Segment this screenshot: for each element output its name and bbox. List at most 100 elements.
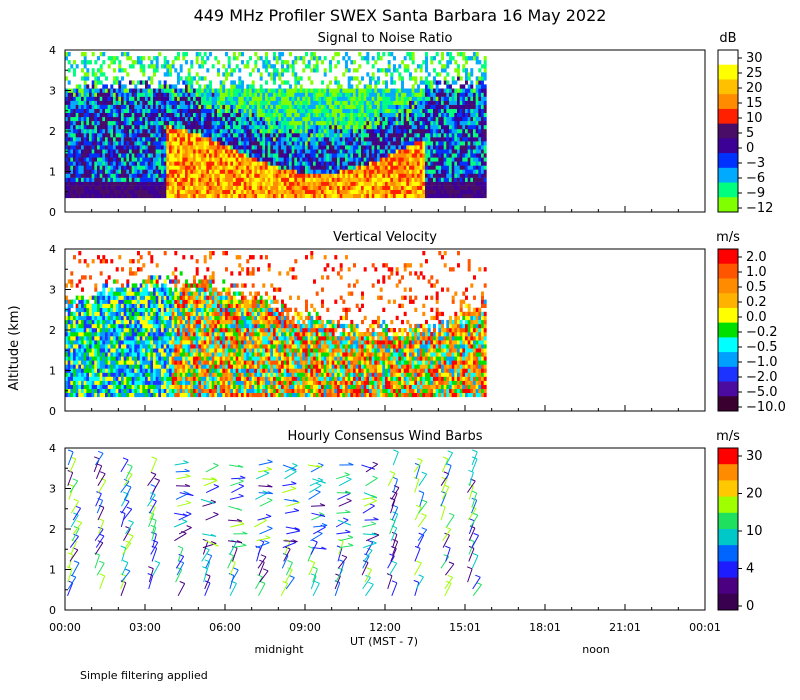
heatmap-cell <box>259 120 263 126</box>
heatmap-cell <box>281 112 284 118</box>
heatmap-cell <box>163 116 167 122</box>
heatmap-cell <box>155 173 159 178</box>
heatmap-cell <box>214 177 218 182</box>
heatmap-cell <box>419 76 423 81</box>
heatmap-cell <box>323 173 327 178</box>
heatmap-cell <box>347 92 351 97</box>
heatmap-cell <box>99 72 103 77</box>
heatmap-cell <box>185 120 188 126</box>
heatmap-cell <box>230 124 234 130</box>
heatmap-cell <box>345 157 348 162</box>
heatmap-cell <box>299 137 303 142</box>
heatmap-cell <box>283 189 287 194</box>
heatmap-cell <box>243 173 247 178</box>
heatmap-cell <box>115 189 119 194</box>
heatmap-cell <box>206 120 210 126</box>
heatmap-cell <box>342 193 346 199</box>
heatmap-cell <box>337 149 340 154</box>
heatmap-cell <box>454 193 458 199</box>
heatmap-cell <box>257 169 260 174</box>
heatmap-cell <box>345 64 348 69</box>
heatmap-cell <box>185 108 188 113</box>
heatmap-cell <box>297 96 300 101</box>
heatmap-cell <box>102 108 106 113</box>
heatmap-cell <box>86 112 90 118</box>
heatmap-cell <box>177 116 180 122</box>
heatmap-cell <box>382 137 386 142</box>
heatmap-cell <box>251 68 255 73</box>
heatmap-cell <box>70 108 74 113</box>
heatmap-cell <box>211 129 215 134</box>
heatmap-cell <box>347 157 351 162</box>
heatmap-cell <box>387 185 391 190</box>
heatmap-cell <box>94 177 98 182</box>
heatmap-cell <box>102 181 106 186</box>
heatmap-cell <box>241 92 244 97</box>
heatmap-cell <box>438 153 442 158</box>
heatmap-cell <box>379 108 383 113</box>
heatmap-cell <box>222 153 226 158</box>
heatmap-cell <box>171 157 175 162</box>
heatmap-cell <box>446 80 450 85</box>
heatmap-cell <box>379 68 383 73</box>
heatmap-cell <box>371 92 375 97</box>
heatmap-cell <box>318 104 322 109</box>
heatmap-cell <box>302 92 306 97</box>
heatmap-cell <box>203 173 207 178</box>
heatmap-cell <box>129 137 132 142</box>
heatmap-cell <box>86 129 90 134</box>
heatmap-cell <box>443 145 447 150</box>
heatmap-cell <box>249 104 252 109</box>
heatmap-cell <box>422 120 426 126</box>
heatmap-cell <box>331 149 335 154</box>
heatmap-cell <box>241 52 244 57</box>
heatmap-cell <box>163 133 167 138</box>
heatmap-cell <box>339 108 343 113</box>
heatmap-cell <box>345 145 348 150</box>
heatmap-cell <box>275 100 279 105</box>
heatmap-cell <box>166 120 170 126</box>
heatmap-cell <box>390 76 394 81</box>
heatmap-cell <box>89 116 92 122</box>
heatmap-cell <box>107 177 111 182</box>
heatmap-cell <box>379 56 383 61</box>
heatmap-cell <box>281 108 284 113</box>
heatmap-cell <box>419 104 423 109</box>
heatmap-cell <box>134 133 138 138</box>
heatmap-cell <box>233 153 236 158</box>
heatmap-cell <box>358 189 362 194</box>
heatmap-cell <box>313 149 316 154</box>
heatmap-cell <box>358 169 362 174</box>
heatmap-cell <box>86 60 90 65</box>
heatmap-cell <box>475 96 479 101</box>
heatmap-cell <box>267 100 271 105</box>
heatmap-cell <box>369 137 372 142</box>
heatmap-cell <box>339 120 343 126</box>
heatmap-cell <box>361 100 364 105</box>
heatmap-cell <box>377 76 380 81</box>
heatmap-cell <box>427 92 431 97</box>
heatmap-cell <box>395 120 399 126</box>
colorbar-segment <box>718 123 738 139</box>
heatmap-cell <box>91 96 95 101</box>
heatmap-cell <box>481 149 484 154</box>
heatmap-cell <box>145 92 148 97</box>
heatmap-cell <box>70 92 74 97</box>
heatmap-cell <box>483 149 487 154</box>
heatmap-cell <box>478 177 482 182</box>
heatmap-cell <box>91 124 95 130</box>
heatmap-cell <box>70 161 74 166</box>
heatmap-cell <box>403 137 407 142</box>
heatmap-cell <box>187 177 191 182</box>
heatmap-cell <box>73 173 76 178</box>
heatmap-cell <box>425 149 428 154</box>
heatmap-cell <box>185 137 188 142</box>
heatmap-cell <box>89 145 92 150</box>
heatmap-cell <box>225 157 228 162</box>
heatmap-cell <box>387 145 391 150</box>
heatmap-cell <box>451 80 455 85</box>
heatmap-cell <box>462 181 466 186</box>
heatmap-cell <box>425 177 428 182</box>
heatmap-cell <box>467 177 471 182</box>
heatmap-cell <box>411 161 415 166</box>
